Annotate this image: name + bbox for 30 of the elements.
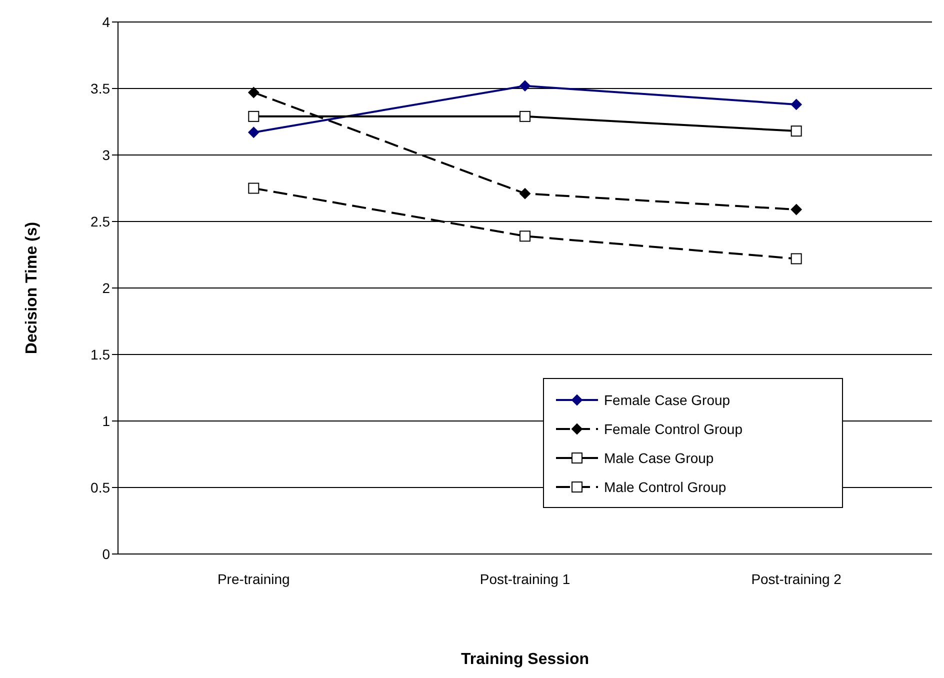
x-axis-title: Training Session (460, 651, 590, 668)
point (248, 86, 260, 98)
y-tick-label: 1.5 (90, 346, 110, 362)
point (790, 126, 802, 137)
y-tick-label: 0.5 (90, 479, 110, 496)
y-tick-label: 3.5 (90, 80, 110, 96)
legend-label: Female Case Group (604, 392, 730, 408)
y-tick-label: 1 (102, 412, 110, 429)
legend-label: Female Control Group (604, 420, 743, 436)
legend-label: Male Control Group (604, 478, 726, 494)
point (248, 110, 260, 122)
point (520, 80, 530, 92)
x-tick-label: Pre-training (217, 570, 290, 587)
point (248, 182, 260, 194)
y-tick-label: 4 (102, 14, 110, 30)
y-tick-label: 0 (102, 546, 110, 562)
point (790, 253, 802, 264)
y-tick-label: 2.5 (90, 213, 110, 230)
y-tick-label: 2 (102, 280, 110, 296)
point (790, 98, 802, 110)
point (248, 126, 260, 138)
point (520, 110, 530, 122)
x-tick-label: Post-training 2 (751, 570, 842, 587)
point (520, 188, 530, 200)
point (520, 230, 530, 242)
point (790, 204, 802, 216)
y-axis-title: Decision Time (s) (24, 222, 41, 354)
y-tick-label: 3 (102, 146, 110, 163)
x-tick-label: Post-training 1 (480, 570, 570, 587)
legend-label: Male Case Group (604, 450, 714, 466)
